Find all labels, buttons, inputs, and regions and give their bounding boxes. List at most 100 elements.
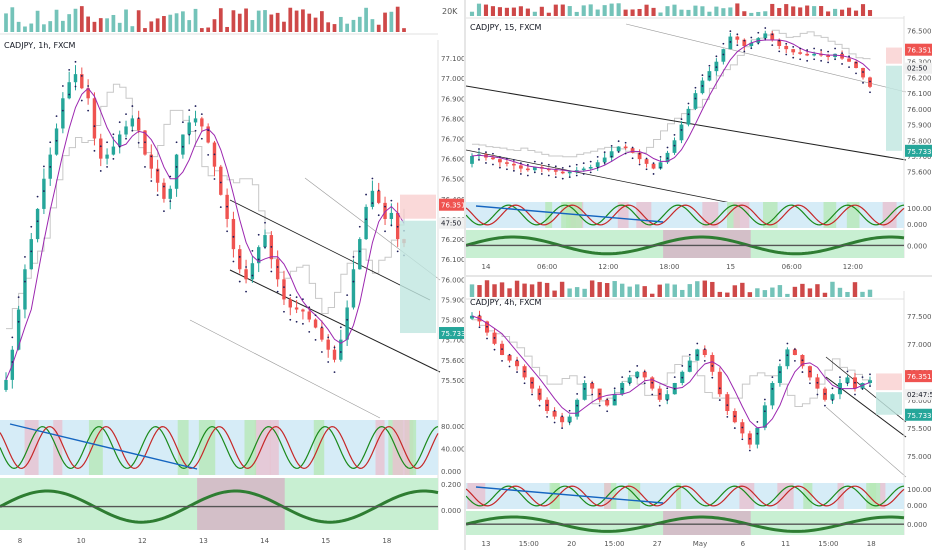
envelope-dot: [624, 152, 627, 155]
envelope-dot: [87, 109, 90, 112]
countdown-label: 02:47:50: [907, 391, 932, 399]
envelope-dot: [506, 157, 508, 160]
oscillator-trend-line: [9, 423, 198, 470]
candle-body: [755, 427, 760, 445]
price-axis: 77.100 77.000 76.900 76.800 76.700 76.600 76.5…: [437, 40, 466, 530]
envelope-dot: [750, 36, 753, 39]
time-tick-label: 18:00: [659, 263, 679, 271]
envelope-dot: [99, 170, 102, 172]
vertical-divider[interactable]: [464, 0, 466, 550]
volume-bar: [256, 10, 261, 32]
envelope-dot: [538, 404, 541, 407]
candle-body: [168, 188, 172, 199]
price-tick-label: 77.000: [441, 75, 464, 83]
envelope-dot: [794, 348, 796, 351]
envelope-dot: [869, 80, 871, 83]
envelope-dot: [827, 50, 830, 53]
volume-bar: [231, 10, 236, 32]
envelope-dot: [582, 173, 585, 175]
candle-body: [99, 138, 103, 159]
macd-pane: 0.000: [465, 511, 927, 535]
time-tick-label: 06:00: [782, 263, 802, 271]
price-tick-label: 75.800: [441, 317, 464, 325]
envelope-dot: [659, 166, 662, 169]
volume-bar: [695, 281, 700, 297]
candle-body: [762, 405, 767, 428]
candle-body: [86, 88, 90, 99]
candle-body: [588, 167, 593, 169]
oscillator-zone: [254, 420, 271, 475]
envelope-dot: [112, 157, 115, 160]
volume-bar: [612, 281, 617, 297]
volume-bar: [616, 3, 621, 16]
volume-bar: [54, 9, 59, 33]
volume-bar: [143, 28, 147, 32]
envelope-dot: [207, 153, 210, 156]
envelope-dot: [643, 370, 646, 373]
envelope-dot: [61, 109, 64, 112]
volume-bar: [721, 8, 726, 16]
candle-body: [505, 162, 509, 164]
oscillator-tick-label: 40.000: [441, 446, 464, 454]
envelope-dot: [688, 353, 691, 356]
envelope-dot: [232, 260, 235, 263]
candle-body: [830, 394, 835, 400]
envelope-dot: [736, 44, 739, 47]
envelope-dot: [715, 66, 718, 69]
candle-body: [623, 146, 628, 149]
countdown-bg: [439, 217, 464, 229]
envelope-dot: [546, 415, 548, 418]
envelope-dot: [576, 404, 579, 407]
candle-body: [798, 52, 803, 54]
candle-body: [826, 55, 830, 57]
envelope-dot: [11, 336, 14, 339]
envelope-dot: [352, 256, 355, 258]
envelope-dot: [839, 387, 841, 390]
envelope-dot: [711, 376, 714, 379]
volume-bar: [402, 28, 406, 32]
chart-pane-4h[interactable]: CADJPY, 4h, FXCM77.50077.00076.50076.000…: [465, 277, 932, 550]
price-tick-label: 75.800: [907, 137, 932, 145]
envelope-dot: [144, 141, 146, 144]
volume-bar: [860, 4, 866, 17]
volume-bar: [16, 21, 21, 32]
chart-title: CADJPY, 1h, FXCM: [4, 41, 76, 50]
chart-pane-15m[interactable]: CADJPY, 15, FXCM76.50076.40076.30076.200…: [465, 0, 932, 275]
horizontal-divider[interactable]: [466, 275, 932, 277]
candle-body: [231, 218, 236, 250]
envelope-dot: [624, 141, 627, 144]
envelope-dot: [708, 64, 711, 67]
envelope-dot: [501, 359, 503, 362]
target-price-label: 75.733: [441, 330, 464, 338]
envelope-dot: [687, 113, 690, 116]
envelope-dot: [598, 404, 601, 407]
volume-bar: [717, 291, 723, 297]
envelope-dot: [501, 348, 503, 351]
volume-bar: [23, 26, 27, 32]
chart-pane-1h[interactable]: 20K CADJPY, 1h, FXCM 77.100 77.000 76.900 76.…: [0, 0, 466, 550]
envelope-dot: [365, 218, 367, 221]
envelope-dot: [499, 155, 501, 158]
envelope-dot: [320, 326, 323, 329]
candle-body: [219, 166, 223, 195]
envelope-dot: [848, 66, 850, 69]
envelope-dot: [377, 214, 380, 217]
envelope-dot: [666, 157, 669, 160]
candle-body: [812, 53, 817, 56]
current-price-label-bg: [905, 43, 932, 56]
envelope-dot: [49, 141, 52, 144]
volume-bar: [798, 7, 803, 16]
trend-line: [465, 85, 907, 161]
envelope-dot: [694, 86, 697, 89]
envelope-dot: [799, 58, 802, 61]
envelope-dot: [831, 387, 834, 390]
envelope-dot: [606, 398, 609, 401]
oscillator-zone: [846, 202, 860, 228]
envelope-dot: [533, 160, 536, 163]
trend-lines: [465, 23, 907, 211]
envelope-dot: [144, 166, 146, 168]
envelope-dot: [696, 354, 699, 357]
oscillator-zone: [880, 483, 886, 509]
envelope-dot: [194, 129, 197, 132]
volume-bar: [680, 289, 685, 297]
